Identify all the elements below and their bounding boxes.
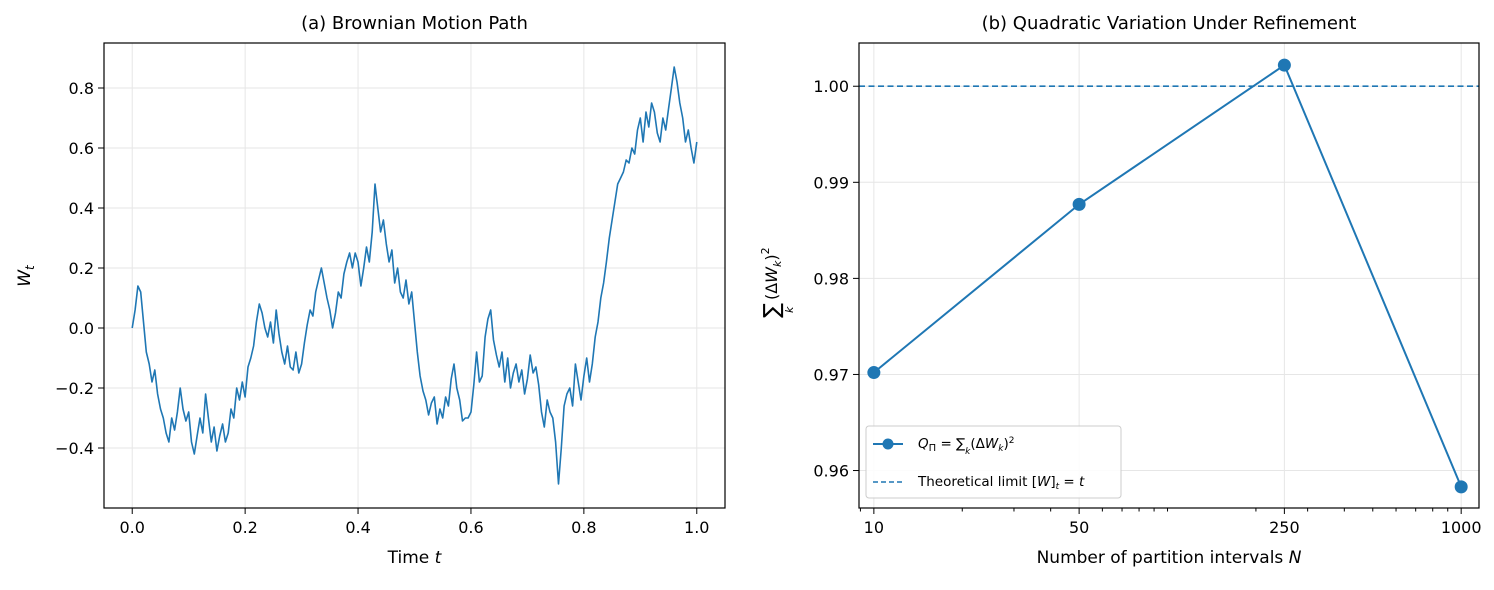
legend-label-qv: QΠ = ∑k(ΔWk)2 bbox=[918, 436, 1015, 457]
chart-b-xtick-label: 50 bbox=[1069, 518, 1089, 537]
chart-a-xtick-label: 0.2 bbox=[232, 518, 257, 537]
chart-b-data-point bbox=[1454, 480, 1468, 494]
chart-a-ytick-label: 0.0 bbox=[69, 319, 94, 338]
chart-b-title: (b) Quadratic Variation Under Refinement bbox=[982, 13, 1357, 34]
chart-b-frame bbox=[858, 42, 1480, 509]
chart-a-ytick-label: 0.2 bbox=[69, 259, 94, 278]
chart-b-ytick-label: 0.97 bbox=[813, 365, 849, 384]
chart-a-ticks: 0.0 0.2 0.4 0.6 0.8 1.0 −0.4 −0.2 0.0 0.2 0.4 0.6 0.… bbox=[55, 79, 709, 537]
chart-a-grid bbox=[104, 43, 725, 508]
chart-a-ytick-label: −0.4 bbox=[55, 439, 94, 458]
chart-b-xtick-label: 250 bbox=[1269, 518, 1300, 537]
svg-text:∑: ∑ bbox=[760, 303, 785, 318]
chart-b-xtick-label: 1000 bbox=[1441, 518, 1482, 537]
chart-a-xtick-label: 0.6 bbox=[458, 518, 483, 537]
chart-b-ytick-label: 0.96 bbox=[813, 462, 849, 481]
chart-b-ylabel: ∑ k (ΔWk)2 bbox=[759, 247, 796, 318]
chart-a-brownian-path-line bbox=[131, 66, 698, 485]
chart-a: 0.0 0.2 0.4 0.6 0.8 1.0 −0.4 −0.2 0.0 0.2 0.4 0.6 0.… bbox=[15, 13, 726, 568]
chart-b-ytick-label: 1.00 bbox=[813, 77, 849, 96]
chart-a-ytick-label: 0.8 bbox=[69, 79, 94, 98]
chart-b-xtick-label: 10 bbox=[864, 518, 884, 537]
chart-b-ytick-label: 0.98 bbox=[813, 269, 849, 288]
chart-b-data-point bbox=[867, 366, 881, 380]
chart-b-qv-points bbox=[867, 58, 1468, 494]
chart-b-data-point bbox=[1072, 197, 1086, 211]
legend-marker-dot-qv bbox=[882, 438, 894, 450]
chart-b-xlabel: Number of partition intervals N bbox=[1037, 548, 1302, 568]
chart-b-legend: QΠ = ∑k(ΔWk)2 Theoretical limit [W]t = t bbox=[865, 425, 1122, 499]
chart-b-qv-series-line bbox=[873, 63, 1463, 488]
chart-a-ytick-label: −0.2 bbox=[55, 379, 94, 398]
chart-a-frame bbox=[103, 42, 726, 509]
chart-a-ylabel: Wt bbox=[15, 264, 37, 287]
chart-a-title: (a) Brownian Motion Path bbox=[301, 13, 528, 34]
chart-a-ytick-label: 0.4 bbox=[69, 199, 94, 218]
svg-text:(ΔWk)2: (ΔWk)2 bbox=[759, 247, 784, 300]
legend-label-limit: Theoretical limit [W]t = t bbox=[917, 474, 1085, 492]
chart-b-data-point bbox=[1277, 58, 1291, 72]
chart-a-ytick-label: 0.6 bbox=[69, 139, 94, 158]
chart-b-ticks: 10 50 250 1000 0.96 0.97 0.98 0.99 1.00 bbox=[813, 77, 1481, 537]
svg-text:k: k bbox=[783, 306, 796, 313]
chart-a-xtick-label: 0.8 bbox=[571, 518, 596, 537]
chart-a-xtick-label: 0.4 bbox=[345, 518, 370, 537]
chart-b: 10 50 250 1000 0.96 0.97 0.98 0.99 1.00 (b) Quad… bbox=[759, 13, 1482, 568]
chart-a-xtick-label: 0.0 bbox=[120, 518, 145, 537]
chart-b-ytick-label: 0.99 bbox=[813, 173, 849, 192]
legend-box bbox=[865, 425, 1122, 499]
chart-a-xlabel: Time t bbox=[387, 548, 443, 568]
chart-a-xtick-label: 1.0 bbox=[684, 518, 709, 537]
